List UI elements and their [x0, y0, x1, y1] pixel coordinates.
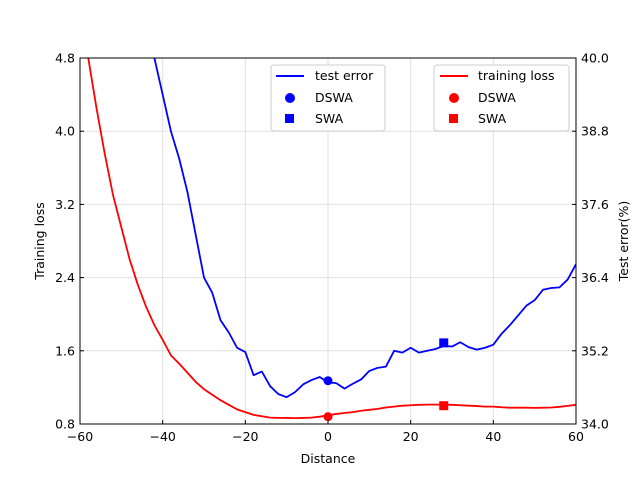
y-left-tick-label-5: 4.8	[55, 51, 75, 66]
y-right-tick-label-5: 40.0	[581, 51, 609, 66]
x-tick-label-4: 20	[403, 429, 419, 444]
y-right-tick-label-1: 35.2	[581, 343, 609, 358]
x-tick-label-1: −40	[149, 429, 175, 444]
legend-training-loss-dswa-label: DSWA	[478, 90, 516, 105]
legend-training-loss-swa-label: SWA	[478, 111, 507, 126]
tick-layer: −60 −40 −20 0 20 40 60 0.8 1.6 2.4 3.2 4.0 4.8 34.0 35…	[55, 51, 609, 445]
y-right-tick-label-0: 34.0	[581, 417, 609, 432]
legend-training-loss-label: training loss	[478, 68, 555, 83]
legend-training-loss-dswa-swatch	[449, 93, 459, 103]
x-tick-label-5: 40	[485, 429, 501, 444]
legend-training-loss-box	[433, 64, 570, 132]
marker-training-loss-swa	[439, 401, 449, 411]
x-tick-label-2: −20	[232, 429, 258, 444]
y-right-tick-label-2: 36.4	[581, 270, 609, 285]
legend-test-error-dswa-label: DSWA	[315, 90, 353, 105]
y-right-tick-label-4: 38.8	[581, 124, 609, 139]
x-tick-label-6: 60	[568, 429, 584, 444]
y-axis-left-label: Training loss	[32, 202, 47, 280]
y-axis-right-label: Test error(%)	[616, 201, 631, 282]
y-left-tick-label-4: 4.0	[55, 124, 75, 139]
x-axis-label: Distance	[301, 451, 356, 466]
legend-test-error: test error DSWA SWA	[270, 64, 386, 132]
legend-test-error-swa-label: SWA	[315, 111, 344, 126]
marker-training-loss-dswa	[323, 412, 333, 422]
legend-test-error-dswa-swatch	[285, 93, 295, 103]
legend-test-error-box	[270, 64, 386, 132]
marker-layer	[323, 338, 449, 422]
legend-training-loss-swa-swatch	[449, 114, 458, 123]
legend-training-loss: training loss DSWA SWA	[433, 64, 570, 132]
y-left-tick-label-0: 0.8	[55, 417, 75, 432]
x-tick-label-0: −60	[67, 429, 93, 444]
legend-test-error-label: test error	[315, 68, 374, 83]
series-line-test-error	[153, 58, 576, 399]
series-layer	[87, 58, 576, 420]
series-line-training-loss	[87, 58, 576, 420]
y-right-tick-label-3: 37.6	[581, 197, 609, 212]
marker-test-error-swa	[439, 338, 449, 348]
x-tick-label-3: 0	[324, 429, 332, 444]
y-left-tick-label-2: 2.4	[55, 270, 75, 285]
y-left-tick-label-1: 1.6	[55, 343, 75, 358]
y-left-tick-label-3: 3.2	[55, 197, 75, 212]
marker-test-error-dswa	[323, 376, 333, 386]
legend-test-error-swa-swatch	[285, 114, 294, 123]
